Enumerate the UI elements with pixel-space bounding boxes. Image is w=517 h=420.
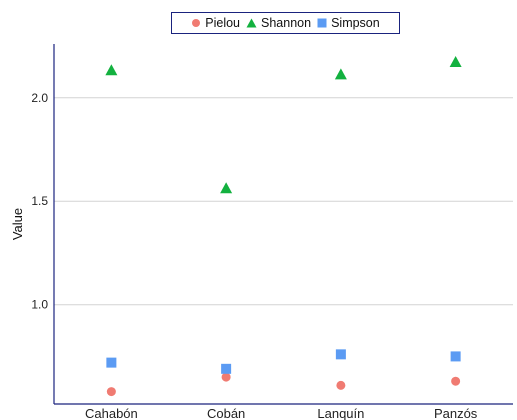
- x-tick-label: Panzós: [434, 406, 478, 420]
- data-point-shannon: [449, 56, 462, 68]
- data-point-simpson: [106, 357, 117, 368]
- legend-label-shannon: Shannon: [261, 16, 312, 30]
- triangle-marker-icon: [246, 18, 257, 28]
- legend-item-simpson: Simpson: [317, 16, 380, 30]
- data-point-simpson: [450, 351, 461, 362]
- legend-item-pielou: Pielou: [191, 16, 240, 30]
- y-axis-label: Value: [10, 208, 25, 240]
- data-point-pielou: [451, 376, 461, 386]
- legend-item-shannon: Shannon: [246, 16, 311, 30]
- axes: [53, 44, 513, 405]
- chart-legend: Pielou Shannon Simpson: [171, 12, 400, 34]
- data-point-pielou: [106, 387, 116, 397]
- data-point-shannon: [334, 68, 347, 80]
- data-point-shannon: [105, 64, 118, 76]
- y-tick-label: 1.0: [31, 298, 48, 312]
- x-tick-label: Cobán: [207, 406, 245, 420]
- legend-label-simpson: Simpson: [331, 16, 380, 30]
- square-marker-icon: [317, 18, 327, 28]
- data-point-simpson: [221, 363, 232, 374]
- x-tick-labels: Cahabón Cobán Lanquín Panzós: [85, 406, 478, 420]
- data-point-simpson: [335, 349, 346, 360]
- data-point-shannon: [220, 182, 233, 194]
- y-tick-labels: 1.0 1.5 2.0: [31, 91, 48, 312]
- data-point-pielou: [336, 380, 346, 390]
- y-tick-label: 1.5: [31, 194, 48, 208]
- x-tick-label: Lanquín: [317, 406, 364, 420]
- circle-marker-icon: [192, 19, 201, 27]
- legend-label-pielou: Pielou: [205, 16, 241, 30]
- data-point-pielou: [221, 372, 231, 382]
- gridlines: [54, 97, 513, 306]
- y-tick-label: 2.0: [31, 91, 48, 105]
- data-points: [105, 56, 462, 397]
- x-tick-label: Cahabón: [85, 406, 138, 420]
